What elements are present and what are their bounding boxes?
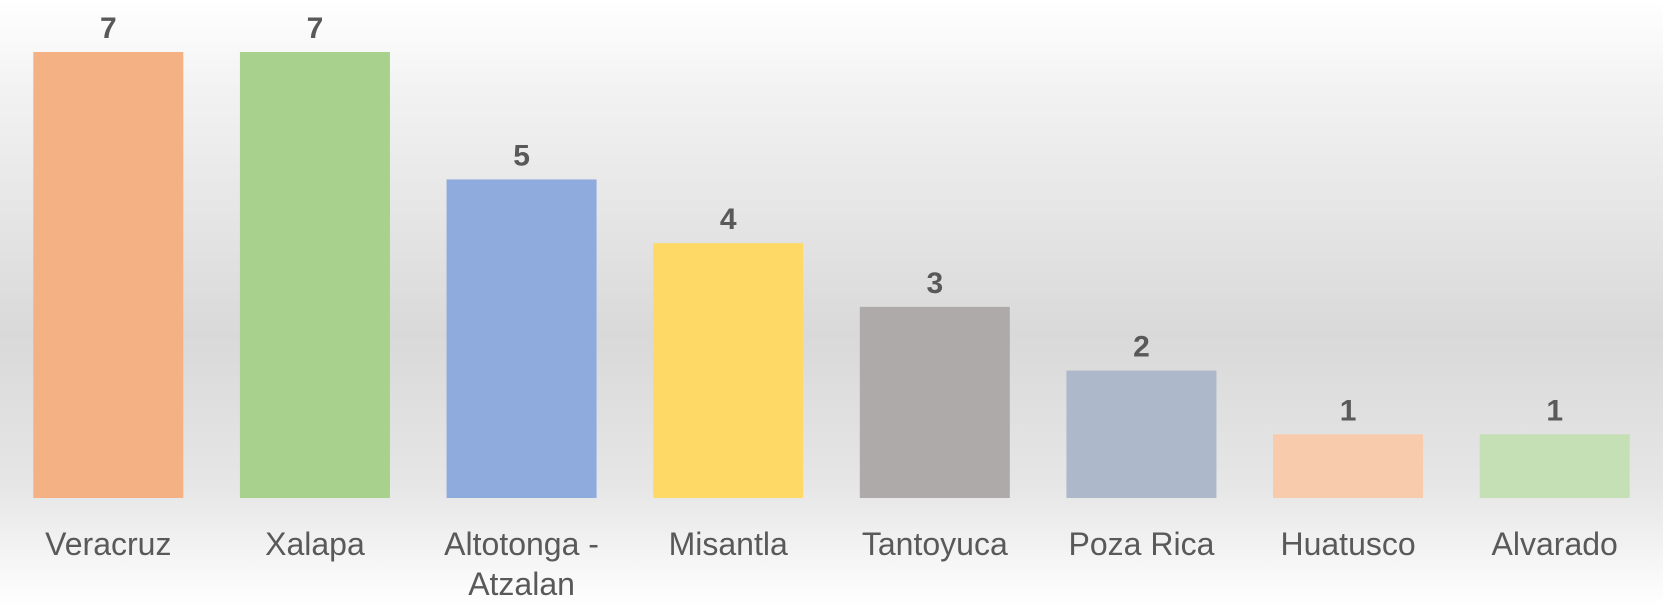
- data-label: 7: [100, 12, 117, 45]
- data-label: 1: [1546, 394, 1563, 427]
- x-tick-label: Veracruz: [45, 526, 172, 562]
- x-tick-label: Altotonga - Atzalan: [444, 526, 599, 602]
- data-label: 1: [1340, 394, 1357, 427]
- bar: [446, 179, 597, 498]
- data-label: 4: [720, 203, 737, 236]
- bar: [239, 52, 390, 498]
- bar: [33, 52, 184, 498]
- x-tick-label: Poza Rica: [1068, 526, 1215, 562]
- x-tick-label: Misantla: [668, 526, 788, 562]
- x-tick-label: Alvarado: [1491, 526, 1618, 562]
- data-label: 7: [307, 12, 324, 45]
- data-label: 3: [926, 267, 943, 300]
- bar: [1479, 434, 1630, 498]
- data-label: 2: [1133, 331, 1150, 364]
- x-tick-label: Xalapa: [265, 526, 365, 562]
- bar: [653, 243, 804, 498]
- x-tick-label: Tantoyuca: [861, 526, 1008, 562]
- x-tick-label: Huatusco: [1280, 526, 1416, 562]
- bar: [1066, 370, 1217, 498]
- data-label: 5: [513, 139, 530, 172]
- bar: [1273, 434, 1424, 498]
- bar: [859, 306, 1010, 498]
